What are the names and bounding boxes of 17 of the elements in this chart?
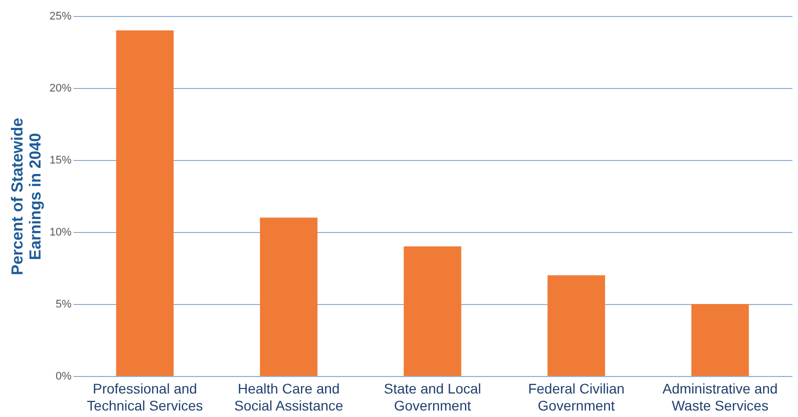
bar <box>548 275 606 376</box>
bar <box>404 246 462 376</box>
y-axis-title: Percent of Statewide Earnings in 2040 <box>9 118 44 276</box>
bar <box>116 30 174 376</box>
x-tick-label: Professional and Technical Services <box>86 380 203 414</box>
bar <box>691 304 749 376</box>
bar <box>260 218 318 376</box>
x-tick-label: Health Care and Social Assistance <box>234 380 344 414</box>
y-tick-label: 0% <box>56 370 72 382</box>
x-tick-label: Administrative and Waste Services <box>662 380 778 414</box>
y-tick-label: 25% <box>49 10 72 22</box>
x-tick-label: Federal Civilian Government <box>528 380 625 414</box>
x-tick-label: State and Local Government <box>384 380 482 414</box>
y-tick-label: 10% <box>49 226 72 238</box>
y-tick-label: 5% <box>56 298 72 310</box>
y-tick-label: 15% <box>49 154 72 166</box>
y-tick-label: 20% <box>49 82 72 94</box>
